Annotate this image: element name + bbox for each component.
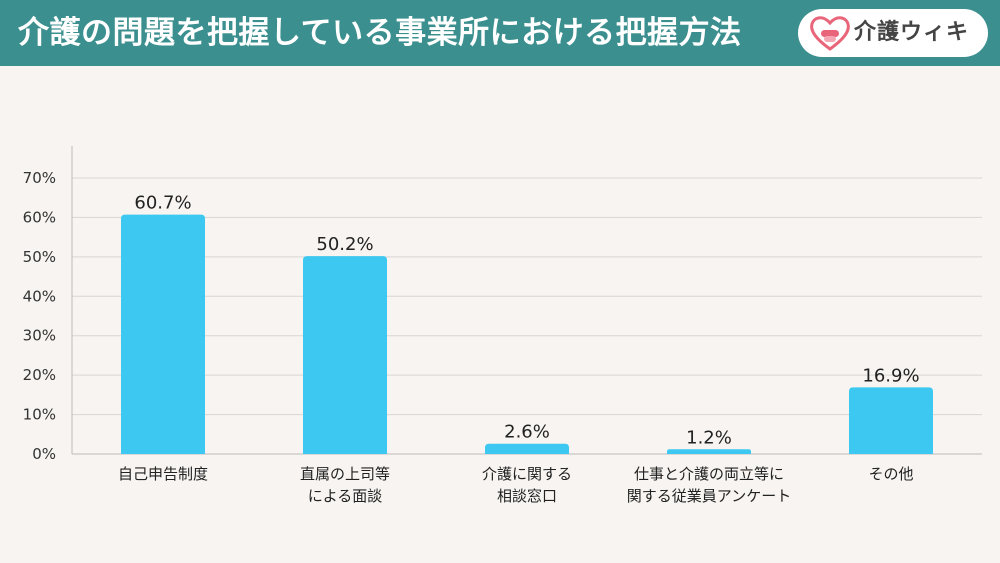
bar-value-label: 1.2% [686, 427, 732, 448]
y-tick-label: 30% [23, 327, 56, 345]
bar [303, 256, 387, 454]
y-tick-label: 50% [23, 248, 56, 266]
brand-badge[interactable]: 介護ウィキ [798, 9, 988, 57]
header-bar: 介護の問題を把握している事業所における把握方法 介護ウィキ [0, 0, 1000, 66]
x-category-label: 自己申告制度 [118, 465, 208, 483]
bar-value-label: 16.9% [862, 365, 919, 386]
y-tick-label: 40% [23, 287, 56, 305]
bar-chart: 0% 10% 20% 30% 40% 50% 60% 70% 60.7% 50.2% 2.6% 1.… [23, 146, 982, 505]
y-tick-label: 70% [23, 169, 56, 187]
x-category-label: 相談窓口 [497, 487, 557, 505]
value-labels: 60.7% 50.2% 2.6% 1.2% 16.9% [134, 193, 919, 449]
y-tick-label: 10% [23, 406, 56, 424]
x-category-label: 直属の上司等 [300, 465, 390, 483]
bar-value-label: 2.6% [504, 422, 550, 443]
bar [667, 449, 751, 454]
x-category-label: による面談 [308, 487, 383, 505]
x-category-label: 仕事と介護の両立等に [634, 465, 784, 483]
bars [121, 214, 933, 454]
page-title: 介護の問題を把握している事業所における把握方法 [18, 15, 742, 51]
bar [485, 443, 569, 454]
x-category-label: その他 [868, 465, 913, 483]
bar [849, 387, 933, 454]
y-axis: 0% 10% 20% 30% 40% 50% 60% 70% [23, 146, 73, 463]
chart-area: 0% 10% 20% 30% 40% 50% 60% 70% 60.7% 50.2% 2.6% 1.… [0, 66, 1000, 563]
x-category-label: 介護に関する [482, 465, 572, 483]
heart-hands-icon [810, 16, 850, 51]
y-tick-label: 60% [23, 208, 56, 226]
x-category-label: 関する従業員アンケート [627, 487, 791, 505]
y-tick-label: 20% [23, 366, 56, 384]
brand-name: 介護ウィキ [854, 20, 970, 45]
gridlines [72, 177, 982, 455]
bar [121, 214, 205, 454]
y-tick-label: 0% [32, 445, 56, 463]
bar-value-label: 50.2% [316, 234, 373, 255]
bar-value-label: 60.7% [134, 193, 191, 214]
